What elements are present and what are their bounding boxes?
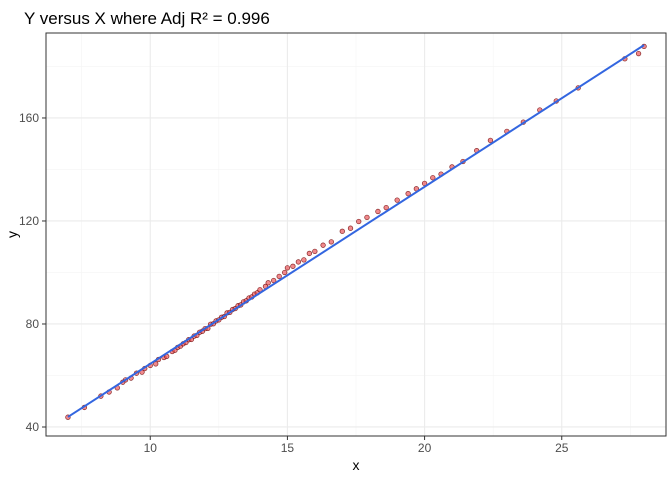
data-point xyxy=(282,269,288,276)
data-point xyxy=(312,248,318,255)
data-point xyxy=(301,257,307,263)
data-point xyxy=(153,361,159,367)
data-point xyxy=(635,50,642,57)
data-point xyxy=(487,137,494,144)
data-point xyxy=(328,239,334,245)
data-point xyxy=(265,280,271,286)
x-tick-label: 25 xyxy=(555,441,569,455)
x-tick-label: 15 xyxy=(281,441,295,455)
y-tick-label: 40 xyxy=(26,420,40,434)
chart-title: Y versus X where Adj R² = 0.996 xyxy=(24,9,270,28)
data-point xyxy=(320,242,326,248)
data-point xyxy=(394,197,400,203)
data-point xyxy=(284,265,291,271)
data-point xyxy=(290,263,296,269)
data-point xyxy=(306,250,313,257)
y-axis-title: y xyxy=(4,231,20,238)
data-point xyxy=(339,228,345,234)
data-point xyxy=(405,191,411,197)
x-tick-label: 20 xyxy=(418,441,432,455)
data-point xyxy=(383,204,389,211)
data-point xyxy=(347,225,354,231)
x-axis-title: x xyxy=(353,457,360,473)
panel-border xyxy=(45,32,667,437)
data-point xyxy=(295,259,302,265)
data-point xyxy=(364,214,370,221)
data-point xyxy=(276,273,282,279)
data-point xyxy=(356,218,362,225)
regression-line xyxy=(67,44,645,418)
data-point xyxy=(271,277,277,284)
y-tick-label: 80 xyxy=(26,317,40,331)
y-tick-label: 160 xyxy=(19,111,39,125)
plot-panel: 10 15 20 25 40 80 120 160 xyxy=(19,32,667,455)
y-tick-label: 120 xyxy=(19,214,39,228)
data-point xyxy=(430,175,436,181)
x-tick-label: 10 xyxy=(144,441,158,455)
data-point xyxy=(375,208,381,215)
